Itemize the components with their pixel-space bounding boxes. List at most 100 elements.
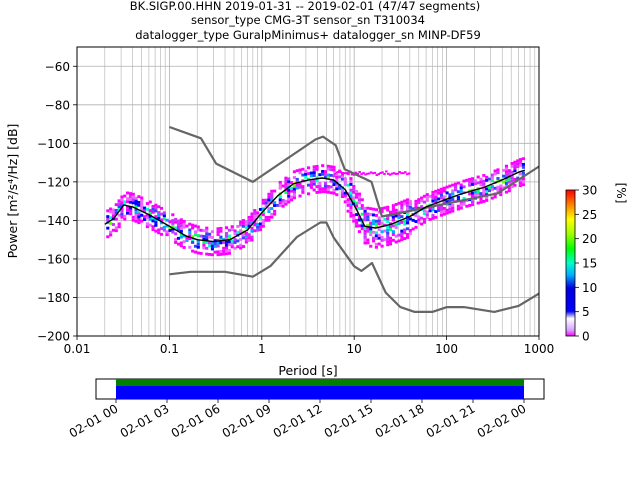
density-cell bbox=[329, 185, 333, 189]
density-cell bbox=[151, 216, 155, 220]
y-tick-label: −160 bbox=[37, 252, 70, 266]
density-cell bbox=[134, 211, 138, 215]
density-cell bbox=[451, 206, 455, 210]
density-cell bbox=[270, 198, 274, 202]
density-cell bbox=[270, 215, 274, 219]
density-cell bbox=[487, 189, 492, 193]
density-cell bbox=[374, 225, 378, 229]
density-cell bbox=[482, 188, 486, 192]
title-line-1: BK.SIGP.00.HHN 2019-01-31 -- 2019-02-01 … bbox=[130, 0, 480, 13]
density-cell bbox=[380, 207, 384, 211]
density-cell bbox=[140, 205, 144, 209]
density-cell bbox=[267, 218, 271, 222]
new-low-noise-model-line bbox=[169, 221, 539, 313]
density-cell bbox=[372, 239, 376, 243]
density-cell bbox=[417, 221, 421, 225]
density-cell bbox=[295, 183, 299, 187]
density-cell bbox=[151, 228, 155, 232]
density-cell bbox=[224, 246, 229, 250]
density-cell bbox=[339, 170, 342, 173]
density-cell bbox=[321, 187, 325, 191]
density-cell bbox=[157, 211, 161, 214]
density-cell bbox=[106, 215, 110, 219]
density-cell bbox=[154, 215, 158, 219]
density-cell bbox=[383, 173, 386, 176]
density-cell bbox=[369, 213, 373, 216]
density-cell bbox=[281, 184, 285, 188]
density-cell bbox=[343, 200, 347, 204]
density-cell bbox=[425, 210, 429, 214]
density-cell bbox=[490, 176, 494, 180]
density-cell bbox=[335, 184, 339, 188]
density-cell bbox=[278, 201, 282, 205]
density-cell bbox=[205, 229, 209, 233]
density-cell bbox=[261, 224, 265, 228]
density-cell bbox=[134, 196, 138, 200]
density-cell bbox=[233, 246, 237, 250]
density-cell bbox=[388, 225, 393, 229]
density-cell bbox=[355, 218, 359, 222]
density-cell bbox=[114, 229, 118, 233]
density-cell bbox=[162, 211, 166, 215]
density-cell bbox=[126, 191, 130, 195]
density-cell bbox=[459, 203, 463, 207]
density-cell bbox=[485, 190, 489, 194]
density-cell bbox=[315, 176, 319, 180]
density-cell bbox=[388, 228, 393, 232]
density-cell bbox=[323, 175, 328, 179]
density-cell bbox=[148, 217, 152, 221]
density-cell bbox=[459, 186, 463, 190]
density-cell bbox=[391, 224, 395, 228]
timeline-tick-label: 02-01 00 bbox=[67, 401, 121, 440]
density-cell bbox=[473, 193, 477, 197]
density-cell bbox=[273, 212, 277, 216]
colorbar-tick-label: 25 bbox=[582, 208, 597, 222]
density-cell bbox=[111, 211, 116, 215]
density-cell bbox=[346, 198, 350, 202]
density-cell bbox=[174, 226, 178, 230]
density-cell bbox=[230, 225, 234, 229]
density-cell bbox=[290, 198, 294, 202]
density-cell bbox=[106, 218, 110, 221]
density-cell bbox=[284, 176, 288, 180]
density-cell bbox=[403, 237, 407, 241]
density-cell bbox=[521, 157, 525, 161]
y-tick-label: −100 bbox=[37, 137, 70, 151]
density-cell bbox=[213, 239, 217, 243]
density-cell bbox=[513, 178, 517, 181]
density-cell bbox=[372, 236, 376, 240]
density-cell bbox=[343, 194, 347, 198]
density-cell bbox=[350, 173, 354, 176]
density-cell bbox=[414, 199, 418, 203]
density-cell bbox=[499, 187, 503, 191]
density-cell bbox=[385, 170, 388, 173]
density-cell bbox=[205, 238, 209, 242]
y-tick-label: −140 bbox=[37, 214, 70, 228]
density-cell bbox=[326, 176, 330, 180]
density-cell bbox=[360, 221, 364, 225]
density-cell bbox=[417, 215, 421, 219]
density-cell bbox=[439, 193, 443, 197]
density-cell bbox=[349, 194, 353, 198]
density-cell bbox=[323, 170, 328, 174]
density-cell bbox=[357, 230, 362, 234]
density-cell bbox=[179, 232, 183, 236]
density-cell bbox=[301, 173, 305, 177]
density-cell bbox=[490, 173, 494, 177]
density-cell bbox=[363, 215, 367, 219]
density-cell bbox=[349, 200, 353, 204]
density-cell bbox=[442, 195, 446, 199]
density-cell bbox=[278, 195, 282, 199]
y-tick-label: −60 bbox=[45, 60, 70, 74]
density-cell bbox=[117, 213, 121, 217]
density-cell bbox=[459, 183, 463, 187]
density-cell bbox=[374, 222, 378, 226]
density-cell bbox=[216, 241, 220, 245]
density-cell bbox=[431, 214, 435, 217]
density-cell bbox=[117, 222, 121, 226]
title-line-3: datalogger_type GuralpMinimus+ datalogge… bbox=[135, 28, 481, 42]
density-cell bbox=[346, 209, 350, 213]
timeline-tick-label: 02-01 18 bbox=[373, 401, 427, 440]
density-cell bbox=[346, 183, 350, 187]
density-cell bbox=[388, 173, 392, 176]
